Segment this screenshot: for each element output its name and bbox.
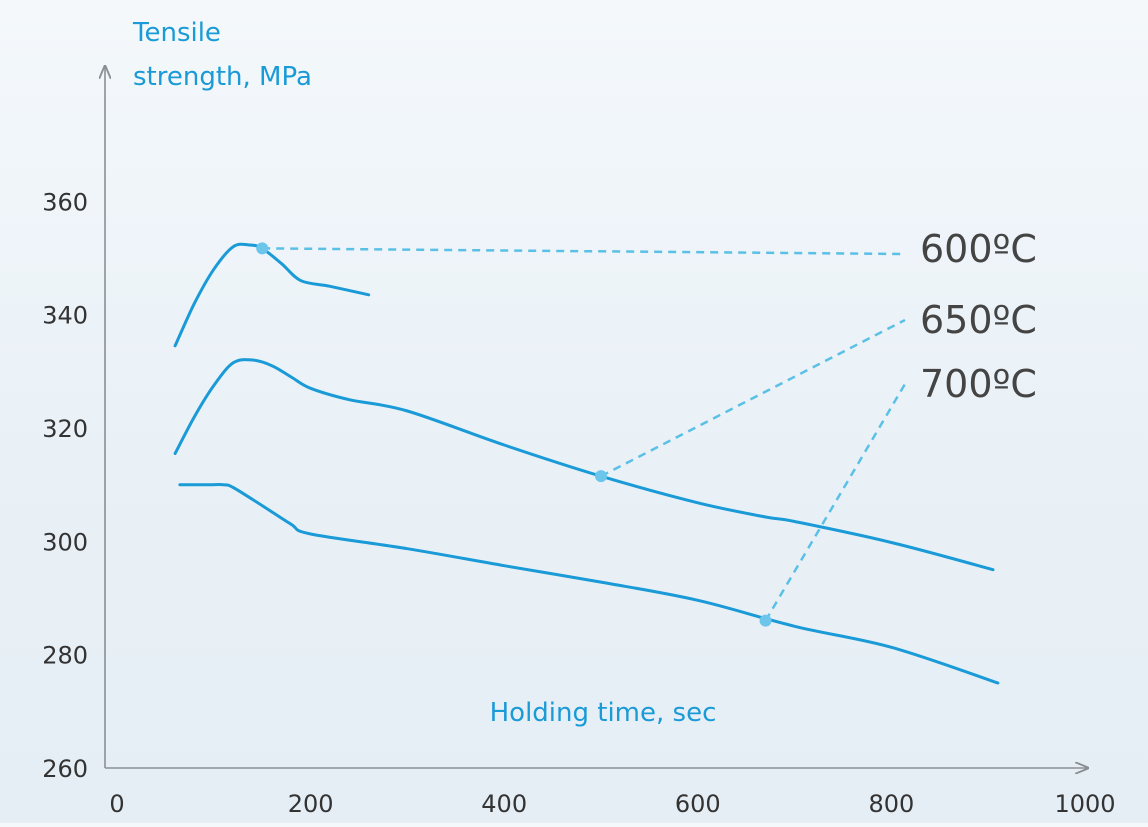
x-tick-label-0: 0 (109, 790, 124, 818)
x-tick-label-800: 800 (868, 790, 914, 818)
y-tick-label-280: 280 (42, 642, 88, 670)
y-tick-label-300: 300 (42, 528, 88, 556)
leader-line-700c (764, 383, 907, 622)
y-tick-label-360: 360 (42, 188, 88, 216)
marker-650c (595, 470, 607, 483)
series-lines (173, 242, 1000, 685)
leader-line-600c (262, 247, 906, 256)
y-tick-label-340: 340 (42, 302, 88, 330)
series-label-700c: 700ºC (920, 362, 1037, 406)
series-line-600c (173, 242, 371, 348)
annotation-markers (256, 242, 772, 627)
series-label-650c: 650ºC (920, 298, 1037, 342)
x-tick-label-400: 400 (481, 790, 527, 818)
x-tick-labels: 0 200 400 600 800 1000 (109, 790, 1115, 818)
y-axis-title-line-1: Tensile (132, 18, 221, 48)
x-tick-label-600: 600 (675, 790, 721, 818)
axes (105, 66, 1088, 768)
x-tick-label-1000: 1000 (1054, 790, 1115, 818)
leader-line-650c (600, 318, 906, 478)
y-axis-title-line-2: strength, MPa (133, 62, 312, 92)
y-axis-title: Tensile strength, MPa (132, 18, 312, 92)
y-tick-label-260: 260 (42, 755, 88, 783)
x-tick-label-200: 200 (288, 790, 334, 818)
series-line-700c (178, 482, 1000, 685)
y-tick-labels: 260 280 300 320 340 360 (42, 188, 88, 783)
marker-700c (759, 614, 772, 627)
series-line-650c (173, 358, 995, 572)
marker-600c (256, 242, 269, 255)
y-tick-label-320: 320 (42, 415, 88, 443)
x-axis-title: Holding time, sec (490, 698, 717, 728)
series-label-600c: 600ºC (920, 227, 1037, 271)
series-labels: 600ºC 650ºC 700ºC (920, 227, 1037, 406)
annotation-leaders (262, 247, 907, 622)
